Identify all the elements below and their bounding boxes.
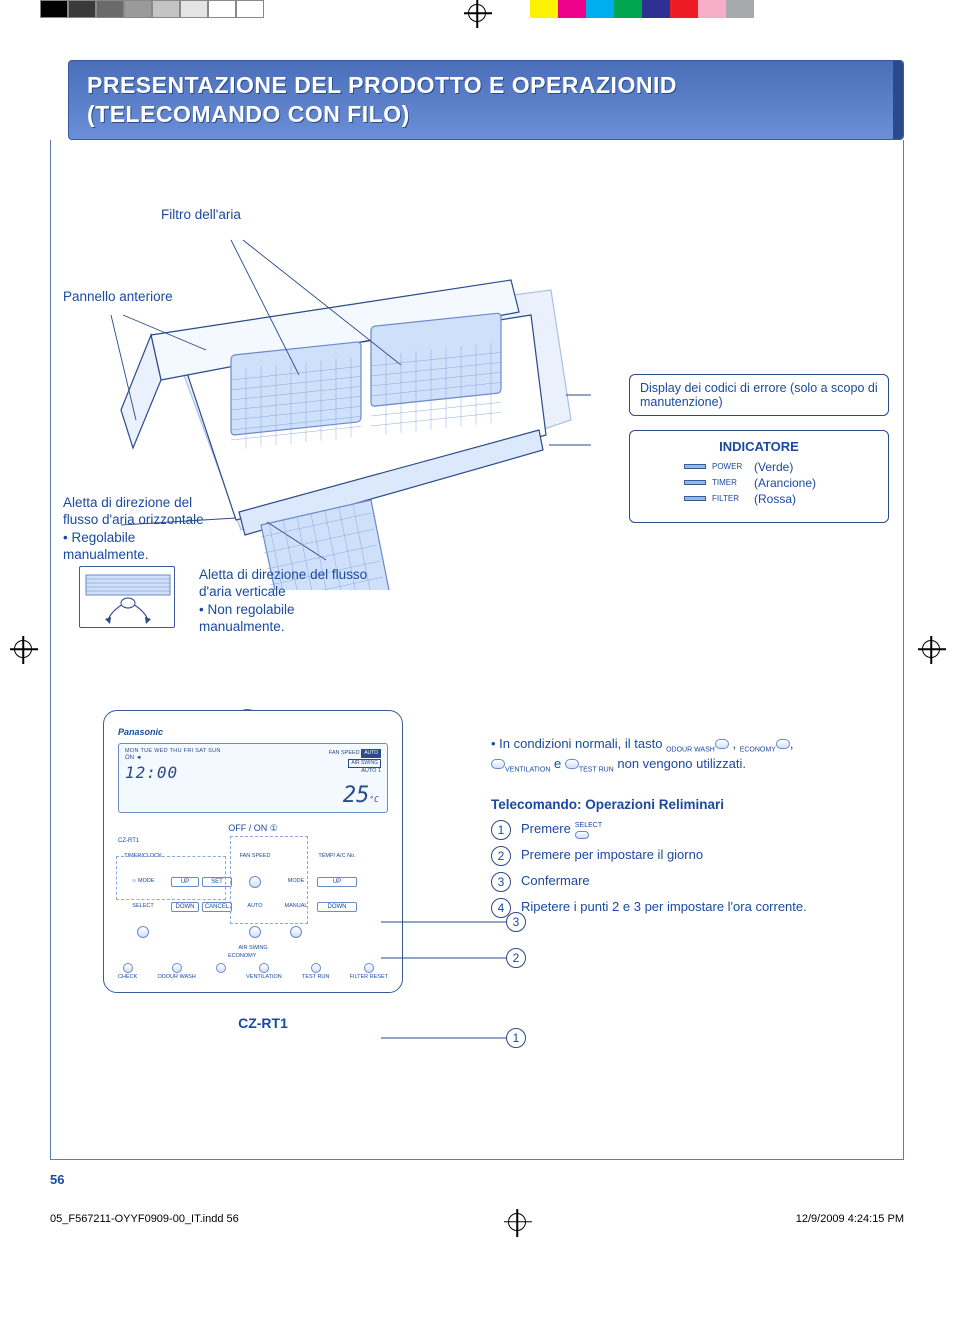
registration-mark-bottom bbox=[508, 1213, 526, 1231]
indicator-row: FILTER(Rossa) bbox=[684, 492, 876, 506]
step-row: 2Premere per impostare il giorno bbox=[491, 846, 891, 866]
indicator-callout: INDICATORE POWER(Verde) TIMER(Arancione) F… bbox=[629, 430, 889, 523]
label-vertical-louver: Aletta di direzione del flusso d'aria ve… bbox=[199, 566, 369, 636]
footer-file: 05_F567211-OYYF0909-00_IT.indd 56 bbox=[50, 1213, 239, 1231]
remote-model-label: CZ-RT1 bbox=[103, 1015, 423, 1031]
footer-timestamp: 12/9/2009 4:24:15 PM bbox=[796, 1213, 904, 1231]
remote-bottom-row: CHECK ODOUR WASH VENTILATION TEST RUN FI… bbox=[118, 963, 388, 980]
error-display-callout: Display dei codici di errore (solo a sco… bbox=[629, 374, 889, 416]
instructions-block: • In condizioni normali, il tasto ODOUR … bbox=[491, 735, 891, 925]
indicator-title: INDICATORE bbox=[642, 439, 876, 454]
ventilation-icon bbox=[491, 759, 505, 769]
label-front-panel: Pannello anteriore bbox=[63, 288, 173, 306]
remote-lcd: MON TUE WED THU FRI SAT SUN ON ◄ 12:00 F… bbox=[118, 743, 388, 813]
color-bars-right bbox=[530, 0, 754, 18]
label-air-filter: Filtro dell'aria bbox=[161, 206, 241, 224]
page-number: 56 bbox=[50, 1172, 904, 1187]
leader-1: 1 bbox=[506, 1028, 526, 1048]
header-band: PRESENTAZIONE DEL PRODOTTO E OPERAZIONID… bbox=[68, 60, 904, 140]
remote-brand: Panasonic bbox=[118, 727, 388, 737]
off-on-label: OFF / ON ① bbox=[118, 823, 388, 834]
leader-2: 2 bbox=[506, 948, 526, 968]
content-frame: Filtro dell'aria Pannello anteriore Alet… bbox=[50, 140, 904, 1160]
step-row: 4Ripetere i punti 2 e 3 per impostare l'… bbox=[491, 898, 891, 918]
indicator-row: POWER(Verde) bbox=[684, 460, 876, 474]
testrun-icon bbox=[565, 759, 579, 769]
steps-title: Telecomando: Operazioni Reliminari bbox=[491, 797, 891, 812]
label-horizontal-louver: Aletta di direzione del flusso d'aria or… bbox=[63, 494, 223, 564]
print-footer: 05_F567211-OYYF0909-00_IT.indd 56 12/9/2… bbox=[0, 1207, 954, 1245]
registration-mark-top bbox=[468, 4, 486, 22]
remote-control-diagram: Panasonic MON TUE WED THU FRI SAT SUN ON… bbox=[103, 710, 423, 1031]
odour-wash-icon bbox=[715, 739, 729, 749]
manual-adjust-thumb bbox=[79, 566, 175, 628]
step-row: 1PremereSELECT bbox=[491, 820, 891, 840]
color-bars-left bbox=[40, 0, 264, 18]
page-title: PRESENTAZIONE DEL PRODOTTO E OPERAZIONID… bbox=[87, 71, 885, 129]
print-registration-row bbox=[0, 0, 954, 30]
step-row: 3Confermare bbox=[491, 872, 891, 892]
intro-note: • In condizioni normali, il tasto ODOUR … bbox=[491, 735, 891, 776]
economy-icon bbox=[776, 739, 790, 749]
indicator-row: TIMER(Arancione) bbox=[684, 476, 876, 490]
